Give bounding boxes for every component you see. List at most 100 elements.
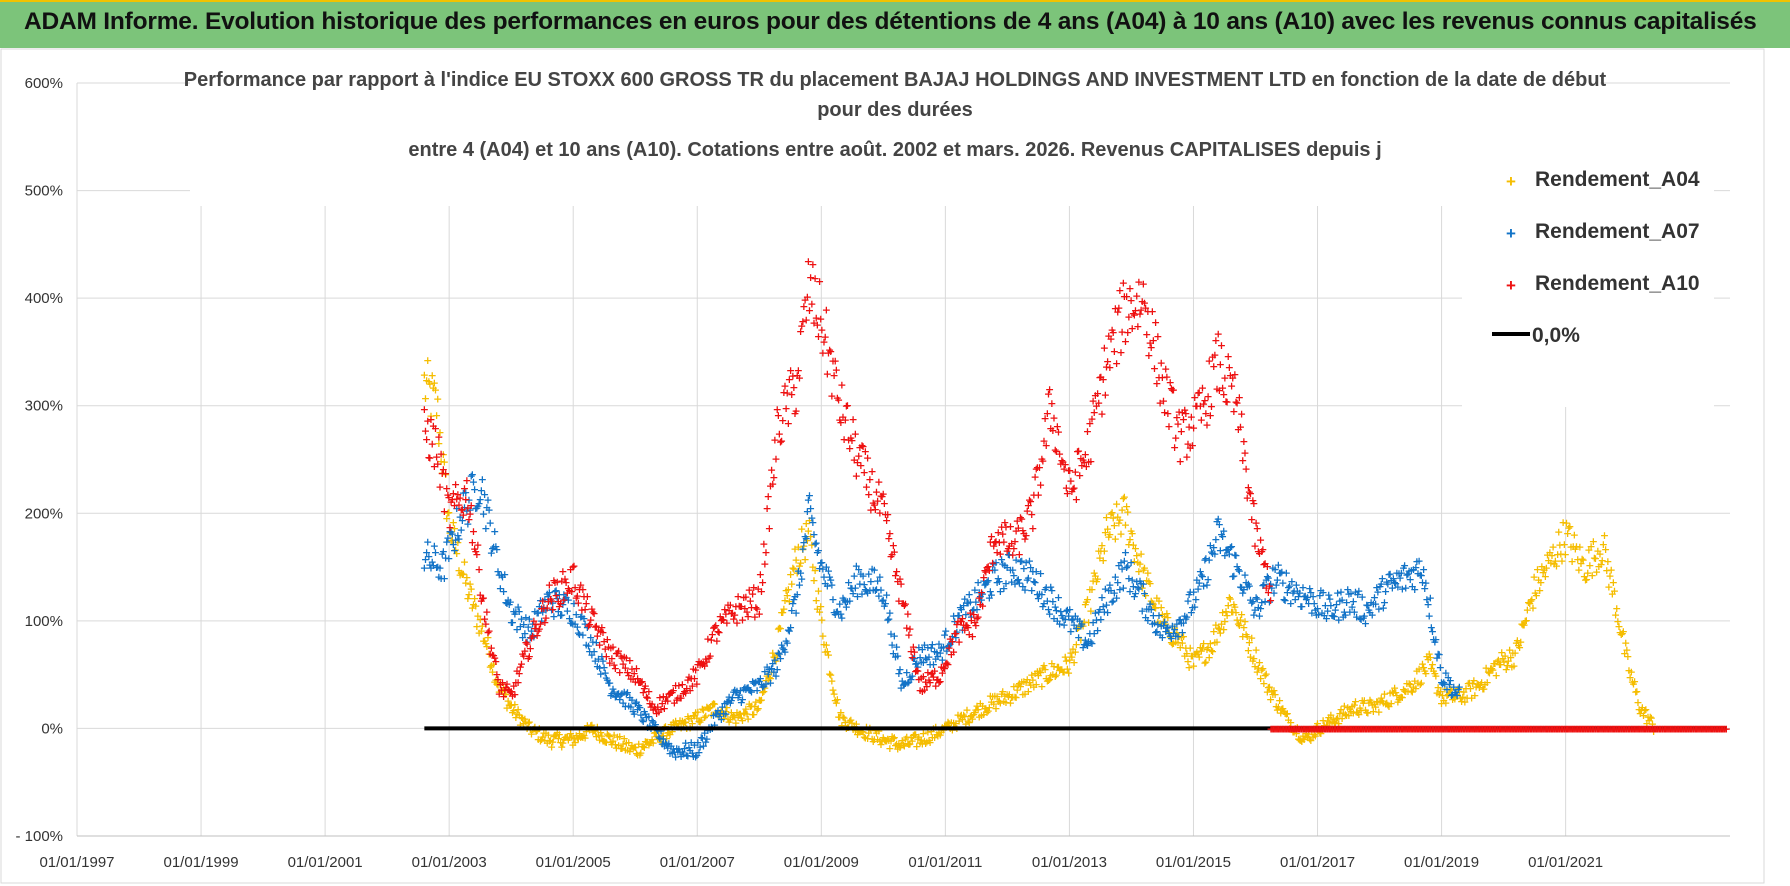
- data-point-a04: +: [622, 737, 631, 750]
- data-point-a04: +: [428, 369, 437, 382]
- data-point-a04: +: [1471, 680, 1480, 693]
- data-point-a04: +: [721, 705, 730, 718]
- data-point-a04: +: [1027, 669, 1036, 682]
- data-point-a04: +: [1002, 688, 1011, 701]
- data-point-a04: +: [1334, 717, 1343, 730]
- data-point-a04: +: [1307, 724, 1316, 737]
- data-point-a04: +: [1099, 554, 1108, 567]
- data-point-a04: +: [1139, 564, 1148, 577]
- data-point-a04: +: [1343, 701, 1352, 714]
- data-point-a04: +: [958, 713, 967, 726]
- data-point-a04: +: [478, 620, 487, 633]
- data-point-a07: +: [543, 587, 552, 600]
- data-point-a10: +: [807, 297, 816, 310]
- data-point-a04: +: [653, 732, 662, 745]
- data-point-a04: +: [1088, 574, 1097, 587]
- data-point-a04: +: [1000, 690, 1009, 703]
- data-point-a04: +: [783, 589, 792, 602]
- data-point-a04: +: [651, 726, 660, 739]
- data-point-a04: +: [1144, 575, 1153, 588]
- data-point-a07: +: [512, 623, 521, 636]
- data-point-a04: +: [480, 634, 489, 647]
- data-point-a04: +: [863, 732, 872, 745]
- data-point-a04: +: [565, 731, 574, 744]
- data-point-a04: +: [1533, 563, 1542, 576]
- data-point-a07: +: [484, 504, 493, 517]
- data-point-a10: +: [791, 404, 800, 417]
- data-point-a04: +: [1452, 689, 1461, 702]
- data-point-a07: +: [539, 601, 548, 614]
- data-point-a04: +: [1296, 734, 1305, 747]
- data-point-a04: +: [1263, 685, 1272, 698]
- data-point-a04: +: [794, 541, 803, 554]
- data-point-a04: +: [806, 530, 815, 543]
- data-point-a04: +: [1230, 600, 1239, 613]
- data-point-a04: +: [1084, 616, 1093, 629]
- data-point-a04: +: [1387, 697, 1396, 710]
- data-point-a04: +: [800, 553, 809, 566]
- data-point-a04: +: [1454, 682, 1463, 695]
- data-point-a04: +: [582, 725, 591, 738]
- data-point-a04: +: [757, 694, 766, 707]
- data-point-a04: +: [913, 733, 922, 746]
- data-point-a04: +: [741, 703, 750, 716]
- data-point-a04: +: [1378, 694, 1387, 707]
- data-point-a07: +: [566, 617, 575, 630]
- data-point-a04: +: [1245, 636, 1254, 649]
- data-point-a04: +: [726, 713, 735, 726]
- data-point-a04: +: [499, 682, 508, 695]
- data-point-a04: +: [434, 437, 443, 450]
- data-point-a04: +: [824, 649, 833, 662]
- data-point-a04: +: [873, 733, 882, 746]
- data-point-a04: +: [739, 706, 748, 719]
- data-point-a04: +: [519, 717, 528, 730]
- data-point-a04: +: [1330, 716, 1339, 729]
- data-point-a04: +: [515, 709, 524, 722]
- data-point-a04: +: [861, 732, 870, 745]
- data-point-a07: +: [486, 516, 495, 529]
- data-point-a07: +: [1435, 648, 1444, 661]
- data-point-a07: +: [538, 606, 547, 619]
- data-point-a04: +: [1344, 709, 1353, 722]
- data-point-a04: +: [1554, 525, 1563, 538]
- data-point-a04: +: [1109, 512, 1118, 525]
- data-point-a04: +: [421, 392, 430, 405]
- data-point-a04: +: [531, 725, 540, 738]
- data-point-a10: +: [1072, 493, 1081, 506]
- data-point-a04: +: [1623, 650, 1632, 663]
- y-tick-label: - 100%: [15, 828, 63, 845]
- data-point-a04: +: [1038, 662, 1047, 675]
- data-point-a04: +: [1589, 535, 1598, 548]
- data-point-a04: +: [1163, 611, 1172, 624]
- data-point-a04: +: [1401, 685, 1410, 698]
- data-point-a04: +: [1153, 616, 1162, 629]
- data-point-a04: +: [887, 730, 896, 743]
- data-point-a04: +: [663, 726, 672, 739]
- data-point-a10: +: [1045, 383, 1054, 396]
- data-point-a04: +: [1184, 661, 1193, 674]
- data-point-a04: +: [1166, 631, 1175, 644]
- data-point-a04: +: [1014, 678, 1023, 691]
- data-point-a04: +: [1527, 593, 1536, 606]
- data-point-a04: +: [654, 725, 663, 738]
- data-point-a04: +: [1116, 528, 1125, 541]
- data-point-a10: +: [491, 655, 500, 668]
- data-point-a04: +: [1649, 725, 1658, 738]
- data-point-a04: +: [1301, 730, 1310, 743]
- data-point-a04: +: [975, 711, 984, 724]
- data-point-a04: +: [1235, 619, 1244, 632]
- data-point-a04: +: [1080, 616, 1089, 629]
- data-point-a04: +: [1168, 638, 1177, 651]
- data-point-a04: +: [1059, 665, 1068, 678]
- data-point-a07: +: [458, 514, 467, 527]
- data-point-a04: +: [577, 730, 586, 743]
- data-point-a04: +: [1058, 666, 1067, 679]
- data-point-a04: +: [1610, 584, 1619, 597]
- data-point-a04: +: [1442, 689, 1451, 702]
- data-point-a04: +: [566, 727, 575, 740]
- data-point-a04: +: [989, 697, 998, 710]
- data-point-a07: +: [476, 493, 485, 506]
- data-point-a04: +: [1316, 727, 1325, 740]
- data-point-a04: +: [1492, 669, 1501, 682]
- data-point-a04: +: [1441, 696, 1450, 709]
